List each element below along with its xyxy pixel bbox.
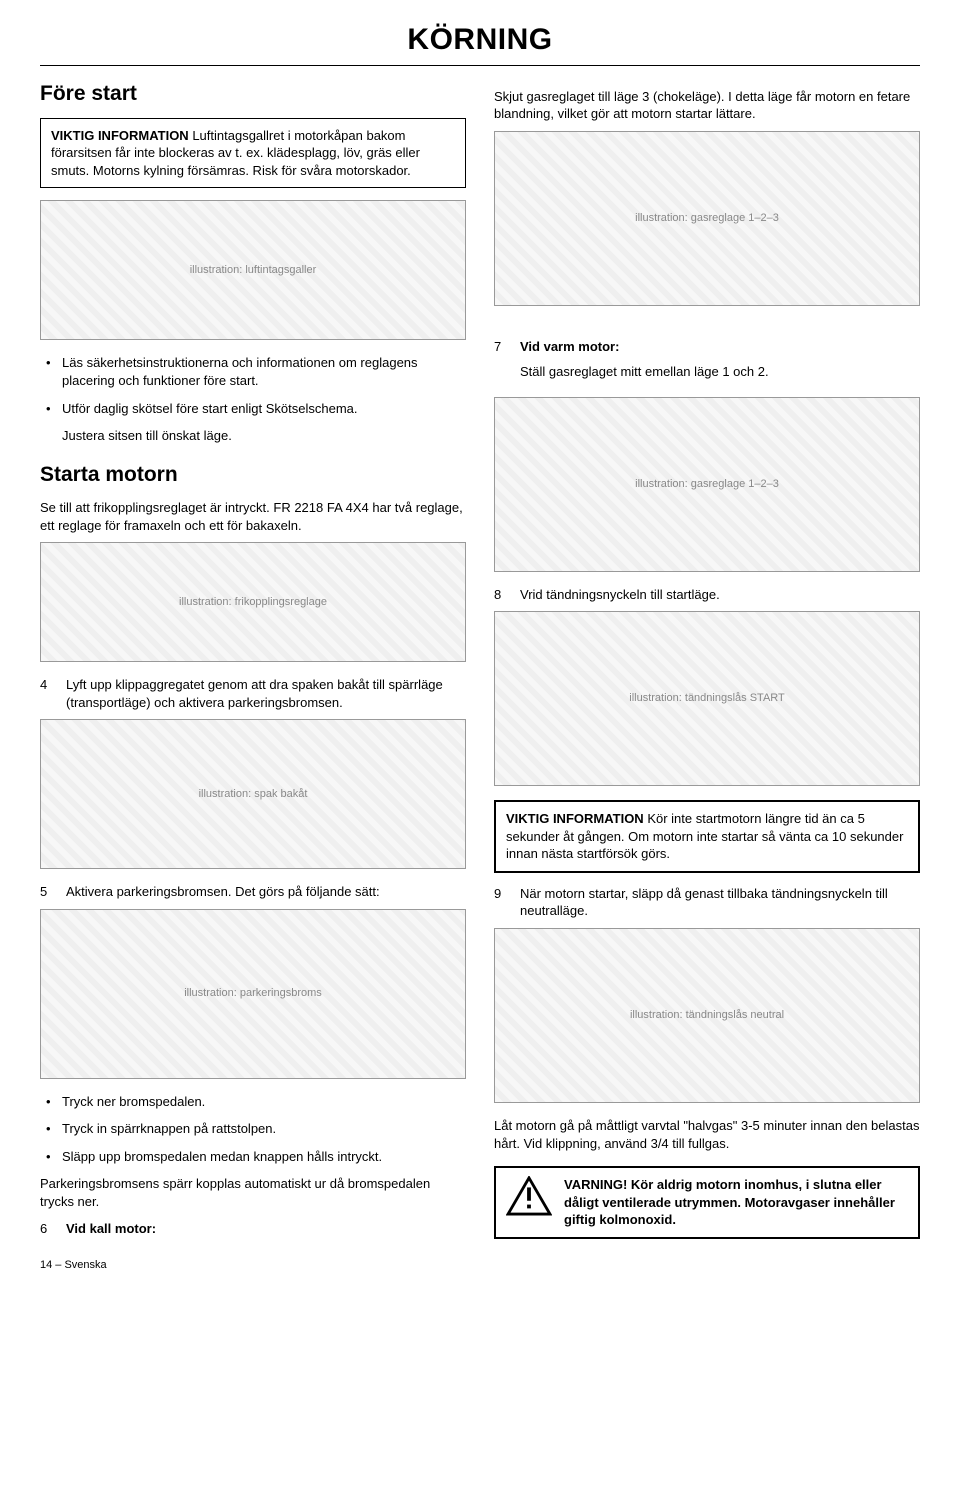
info-lead: VIKTIG INFORMATION	[51, 128, 189, 143]
step-number: 8	[494, 586, 510, 604]
step-text: Lyft upp klippaggregatet genom att dra s…	[66, 676, 466, 711]
step-7-label: Vid varm motor:	[520, 339, 619, 354]
parking-brake-bullets: Tryck ner bromspedalen. Tryck in spärrkn…	[40, 1093, 466, 1166]
step-text: När motorn startar, släpp då genast till…	[520, 885, 920, 920]
illustration-ignition-start: illustration: tändningslås START	[494, 611, 920, 786]
illustration-parking-brake: illustration: parkeringsbroms	[40, 909, 466, 1079]
step-7: 7 Vid varm motor: Ställ gasreglaget mitt…	[494, 338, 920, 389]
title-rule	[40, 65, 920, 66]
parking-brake-note: Parkeringsbromsens spärr kopplas automat…	[40, 1175, 466, 1210]
step-text: Aktivera parkeringsbromsen. Det görs på …	[66, 883, 466, 901]
step-number: 7	[494, 338, 510, 389]
info-box-starter: VIKTIG INFORMATION Kör inte startmotorn …	[494, 800, 920, 873]
illustration-ignition-neutral: illustration: tändningslås neutral	[494, 928, 920, 1103]
step-number: 5	[40, 883, 56, 901]
left-column: Före start VIKTIG INFORMATION Luftintags…	[40, 80, 466, 1245]
bullet-item: Utför daglig skötsel före start enligt S…	[40, 400, 466, 418]
step-6-label: Vid kall motor:	[66, 1221, 156, 1236]
bullet-item: Tryck in spärrknappen på rattstolpen.	[40, 1120, 466, 1138]
step-text: Vid varm motor: Ställ gasreglaget mitt e…	[520, 338, 920, 389]
heading-start-engine: Starta motorn	[40, 461, 466, 489]
step-number: 9	[494, 885, 510, 920]
illustration-throttle-choke: illustration: gasreglage 1–2–3	[494, 131, 920, 306]
two-column-layout: Före start VIKTIG INFORMATION Luftintags…	[40, 80, 920, 1245]
step-text: Vrid tändningsnyckeln till startläge.	[520, 586, 920, 604]
step-5: 5 Aktivera parkeringsbromsen. Det görs p…	[40, 883, 466, 901]
illustration-freewheel: illustration: frikopplingsreglage	[40, 542, 466, 662]
bullet-item: Tryck ner bromspedalen.	[40, 1093, 466, 1111]
illustration-throttle-warm: illustration: gasreglage 1–2–3	[494, 397, 920, 572]
step-9: 9 När motorn startar, släpp då genast ti…	[494, 885, 920, 920]
illustration-lever-back: illustration: spak bakåt	[40, 719, 466, 869]
warning-triangle-icon	[506, 1176, 552, 1216]
warning-box: VARNING! Kör aldrig motorn inomhus, i sl…	[494, 1166, 920, 1239]
step-text: Vid kall motor:	[66, 1220, 466, 1238]
page-title: KÖRNING	[40, 20, 920, 61]
right-column: Skjut gasreglaget till läge 3 (chokeläge…	[494, 80, 920, 1245]
step-8: 8 Vrid tändningsnyckeln till startläge.	[494, 586, 920, 604]
bullet-item: Släpp upp bromspedalen medan knappen hål…	[40, 1148, 466, 1166]
illustration-air-intake: illustration: luftintagsgaller	[40, 200, 466, 340]
idle-paragraph: Låt motorn gå på måttligt varvtal "halvg…	[494, 1117, 920, 1152]
step-6: 6 Vid kall motor:	[40, 1220, 466, 1238]
step-number: 6	[40, 1220, 56, 1238]
page-footer: 14 – Svenska	[40, 1258, 920, 1273]
step-7-body: Ställ gasreglaget mitt emellan läge 1 oc…	[520, 363, 920, 381]
step-number: 4	[40, 676, 56, 711]
start-engine-intro: Se till att frikopplingsreglaget är intr…	[40, 499, 466, 534]
info-lead: VIKTIG INFORMATION	[506, 811, 644, 826]
adjust-seat-text: Justera sitsen till önskat läge.	[40, 427, 466, 445]
heading-before-start: Före start	[40, 80, 466, 108]
pre-start-bullets: Läs säkerhetsinstruktionerna och informa…	[40, 354, 466, 417]
choke-paragraph: Skjut gasreglaget till läge 3 (chokeläge…	[494, 88, 920, 123]
bullet-item: Läs säkerhetsinstruktionerna och informa…	[40, 354, 466, 389]
step-4: 4 Lyft upp klippaggregatet genom att dra…	[40, 676, 466, 711]
info-box-air-intake: VIKTIG INFORMATION Luftintagsgallret i m…	[40, 118, 466, 189]
warning-text: VARNING! Kör aldrig motorn inomhus, i sl…	[564, 1176, 908, 1229]
